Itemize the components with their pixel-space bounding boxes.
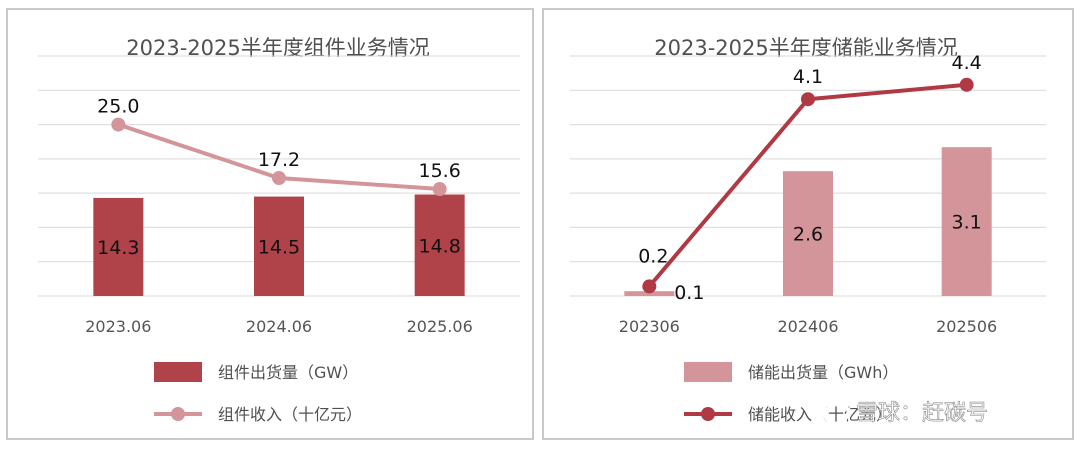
bar-data-label: 14.5	[258, 236, 300, 258]
line-point	[959, 77, 974, 92]
bar-data-label: 0.1	[674, 282, 704, 304]
x-tick-label: 202406	[777, 317, 838, 336]
bar	[93, 197, 144, 296]
legend-label-bar: 储能出货量（GWh）	[748, 363, 898, 382]
legend-swatch-marker	[171, 407, 185, 421]
bar	[254, 196, 304, 296]
chart-panel-storage: 2023-2025半年度储能业务情况 0.1 2.6 3.1 0.2 4.1 4.4 2023…	[542, 8, 1074, 440]
x-tick-label: 2025.06	[407, 317, 473, 336]
line-data-label: 15.6	[419, 160, 461, 182]
line-data-label: 17.2	[258, 149, 300, 171]
legend-swatch-bar	[684, 362, 732, 382]
line-data-label: 25.0	[97, 96, 139, 118]
storage-chart: 2023-2025半年度储能业务情况0.12.63.10.24.14.42023…	[570, 36, 1046, 424]
bar	[624, 291, 675, 296]
x-tick-label: 2024.06	[246, 317, 312, 336]
x-tick-label: 2023.06	[85, 317, 151, 336]
x-tick-label: 202506	[936, 317, 997, 336]
legend-label-line: 储能收入（十亿元）	[748, 405, 892, 424]
bar-data-label: 3.1	[952, 212, 982, 234]
bar	[941, 147, 992, 296]
x-tick-label: 202306	[619, 317, 680, 336]
line-data-label: 4.4	[952, 52, 982, 74]
line-point	[111, 117, 126, 132]
bar-data-label: 14.3	[97, 237, 139, 259]
legend-label-line: 组件收入（十亿元）	[218, 405, 362, 424]
line-data-label: 4.1	[793, 66, 823, 88]
legend-label-bar: 组件出货量（GW）	[218, 363, 358, 382]
bar	[783, 171, 833, 296]
bar	[414, 194, 465, 296]
legend-swatch-bar	[154, 362, 202, 382]
line-point	[801, 92, 815, 107]
line-point	[642, 279, 657, 294]
chart-panel-module: 2023-2025半年度组件业务情况 14.3 14.5 14.8 25.0 17.2 15…	[6, 8, 534, 440]
line-point	[272, 171, 286, 186]
line-data-label: 0.2	[638, 245, 668, 267]
bar-data-label: 14.8	[419, 235, 461, 257]
legend-swatch-marker	[701, 407, 715, 421]
bar-data-label: 2.6	[793, 224, 823, 246]
line-point	[432, 182, 447, 197]
